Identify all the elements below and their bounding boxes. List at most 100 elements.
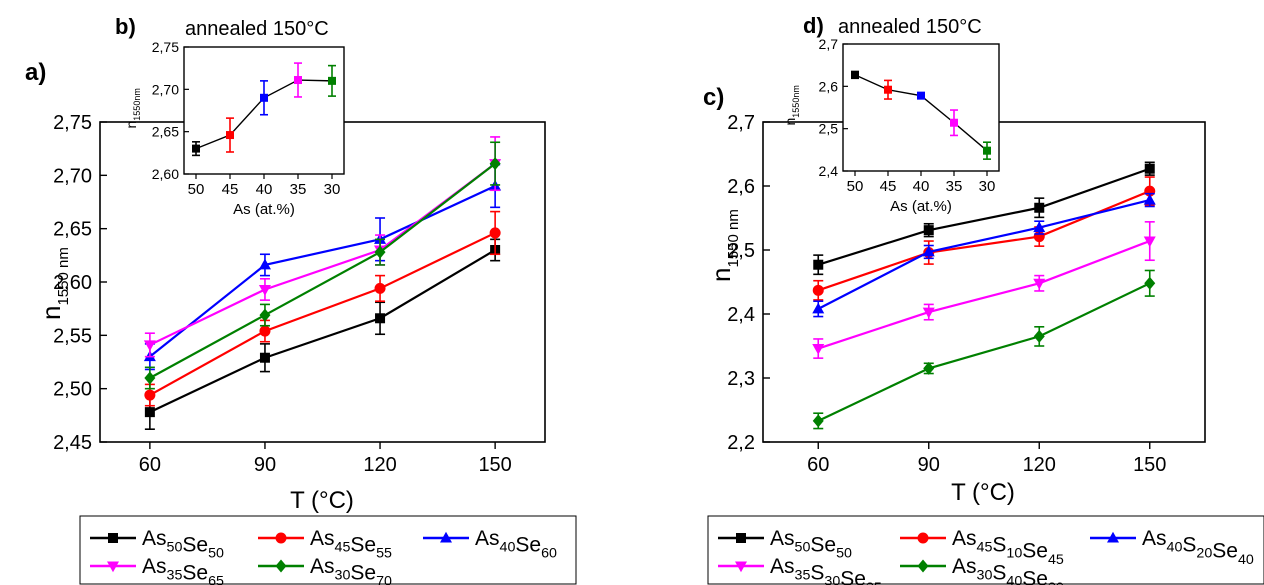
inset-title: annealed 150°C [838,16,982,38]
inset-data-point [226,131,234,140]
y-tick-label: 2,75 [53,112,92,134]
y-tick-label: 2,70 [53,165,92,187]
legend-swatch-marker [736,533,746,543]
legend-swatch-marker [735,561,747,573]
inset-y-tick-label: 2,4 [819,163,839,179]
inset-data-point [260,93,268,102]
x-tick-label: 120 [363,454,396,476]
data-point [812,284,824,296]
inset-x-tick-label: 35 [290,181,307,198]
data-point [1144,276,1156,290]
legend-entry: As35S30Se35 [770,555,882,585]
data-point [259,308,271,322]
inset-y-tick-label: 2,65 [152,124,179,140]
inset-data-point [917,91,925,100]
legend-swatch-marker [440,531,452,543]
data-point [259,352,270,363]
inset-data-point [851,70,859,79]
legend-swatch-marker [108,533,118,543]
x-tick-label: 90 [918,454,940,476]
data-point [922,307,935,319]
series-line-c-3 [817,240,1151,350]
data-point [1143,236,1156,248]
y-tick-label: 2,2 [727,432,755,454]
series-line-c-4 [817,282,1151,422]
inset-x-tick-label: 50 [188,181,205,198]
y-axis-label: n1550 nm [36,247,72,320]
series-line-a-0 [149,249,496,414]
series-line-a-2 [149,185,496,358]
panel-label-c: c) [703,84,724,111]
panel-label-a: a) [25,59,46,86]
inset-x-tick-label: 45 [880,178,897,195]
inset-data-point [983,146,991,155]
data-point [144,389,156,401]
legend-swatch-marker [1107,531,1119,543]
data-point [1033,221,1046,233]
inset-x-tick-label: 40 [256,181,273,198]
data-point [374,282,386,294]
data-point [144,371,156,385]
data-point [259,325,271,337]
x-tick-label: 60 [139,454,161,476]
inset-title: annealed 150°C [185,18,329,40]
legend-entry: As45Se55 [310,527,392,562]
data-point [489,157,501,171]
series-line-a-1 [149,231,496,397]
data-point [1034,202,1045,213]
inset-y-axis-label: n1550nm [123,88,142,128]
inset-x-tick-label: 30 [979,178,996,195]
data-point [1143,193,1156,205]
data-point [375,313,386,324]
inset-frame-d) [842,43,1000,172]
y-tick-label: 2,6 [727,176,755,198]
inset-data-point [328,76,336,85]
y-tick-label: 2,60 [53,272,92,294]
y-tick-label: 2,4 [727,304,755,326]
series-line-c-2 [817,199,1151,310]
inset-x-tick-label: 30 [324,181,341,198]
x-tick-label: 150 [478,454,511,476]
legend-entry: As40S20Se40 [1142,527,1254,568]
y-tick-label: 2,65 [53,219,92,241]
inset-data-point [950,118,958,127]
legend-entry: As40Se60 [475,527,557,562]
inset-y-axis-label: n1550nm [782,85,801,125]
data-point [1033,278,1046,290]
inset-y-tick-label: 2,70 [152,81,179,97]
inset-data-point [294,76,302,85]
inset-x-tick-label: 40 [913,178,930,195]
data-point [258,258,271,270]
legend-swatch-marker [917,559,929,573]
legend-entry: As35Se65 [142,555,224,585]
data-point [923,225,934,236]
legend-entry: As50Se50 [770,527,852,562]
data-point [923,361,935,375]
x-tick-label: 60 [807,454,829,476]
legend-box-c [707,515,1264,585]
legend-swatch-marker [275,532,287,544]
y-tick-label: 2,50 [53,379,92,401]
x-tick-label: 150 [1133,454,1166,476]
data-point [258,284,271,296]
data-point [812,344,825,355]
data-point [1144,163,1155,174]
inset-data-point [192,144,200,153]
x-tick-label: 90 [254,454,276,476]
y-tick-label: 2,3 [727,368,755,390]
data-point [813,259,824,270]
series-line-a-4 [149,162,496,379]
legend-swatch-marker [107,561,119,573]
legend-entry: As30S40Se30 [952,555,1064,585]
x-tick-label: 120 [1023,454,1056,476]
y-tick-label: 2,55 [53,325,92,347]
legend-entry: As45S10Se45 [952,527,1064,568]
series-line-c-0 [817,167,1151,266]
data-point [1033,329,1045,343]
legend-swatch-marker [917,532,929,544]
legend-entry: As30Se70 [310,555,392,585]
inset-x-tick-label: 35 [946,178,963,195]
inset-y-tick-label: 2,6 [819,78,839,94]
inset-x-axis-label: As (at.%) [233,201,295,218]
